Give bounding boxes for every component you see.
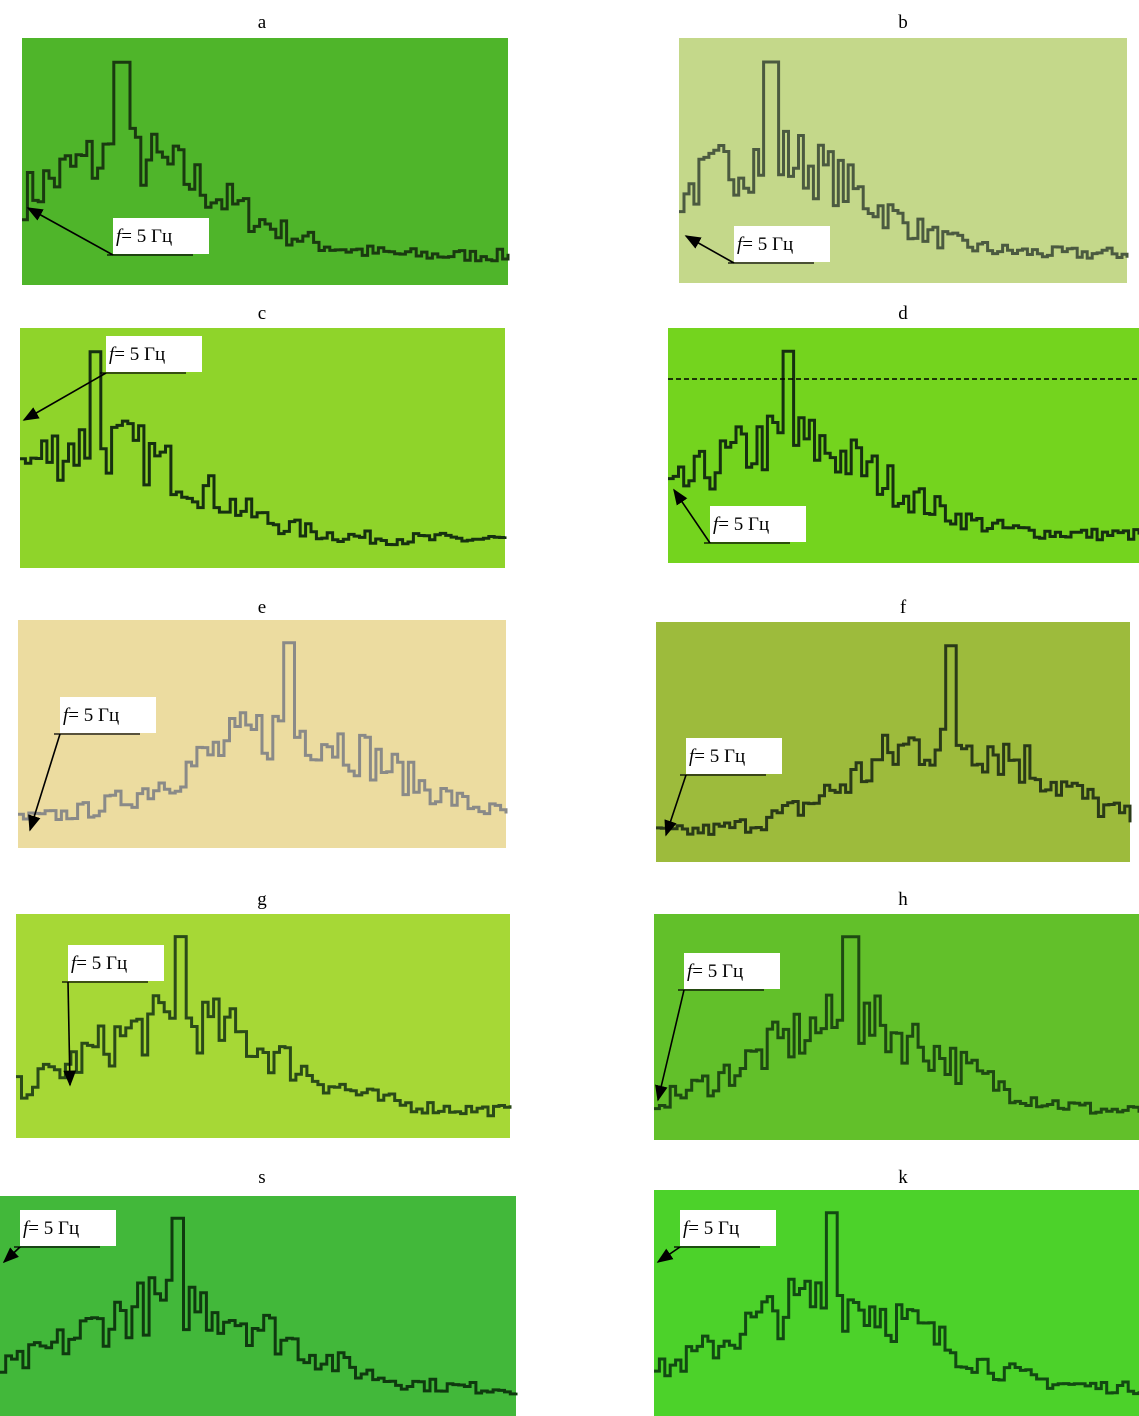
annotation-text: f= 5 Гц — [116, 226, 172, 247]
annotation-text: f= 5 Гц — [713, 514, 769, 535]
annotation-text: f= 5 Гц — [23, 1218, 79, 1239]
screen — [22, 38, 508, 285]
screen — [20, 328, 505, 568]
panel-label: g — [257, 889, 267, 910]
panel-label: k — [898, 1167, 908, 1188]
annotation-text: f= 5 Гц — [71, 953, 127, 974]
panel-label: b — [898, 12, 908, 33]
annotation-value: = 5 Гц — [28, 1218, 79, 1239]
annotation-value: = 5 Гц — [114, 344, 165, 365]
panel-label: f — [900, 597, 907, 618]
panel-label: h — [898, 889, 908, 910]
annotation-value: = 5 Гц — [718, 514, 769, 535]
annotation-text: f= 5 Гц — [687, 961, 743, 982]
annotation-text: f= 5 Гц — [683, 1218, 739, 1239]
panel-label: a — [258, 12, 267, 33]
annotation-text: f= 5 Гц — [63, 705, 119, 726]
annotation-value: = 5 Гц — [692, 961, 743, 982]
annotation-value: = 5 Гц — [688, 1218, 739, 1239]
panel-label: d — [898, 303, 908, 324]
panel-label: c — [258, 303, 266, 324]
figure: af= 5 Гцbf= 5 Гцcf= 5 Гцdf= 5 Гцef= 5 Гц… — [0, 0, 1139, 1416]
annotation-value: = 5 Гц — [68, 705, 119, 726]
annotation-text: f= 5 Гц — [109, 344, 165, 365]
annotation-value: = 5 Гц — [742, 234, 793, 255]
annotation-text: f= 5 Гц — [689, 746, 745, 767]
screen — [654, 914, 1139, 1140]
annotation-value: = 5 Гц — [76, 953, 127, 974]
panel-label: s — [258, 1167, 265, 1188]
panel-label: e — [258, 597, 266, 618]
annotation-value: = 5 Гц — [121, 226, 172, 247]
annotation-value: = 5 Гц — [694, 746, 745, 767]
annotation-text: f= 5 Гц — [737, 234, 793, 255]
